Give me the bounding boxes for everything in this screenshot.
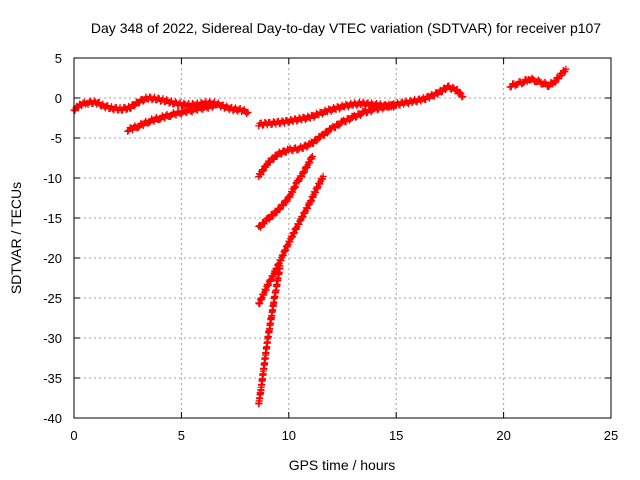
data-point — [291, 183, 299, 191]
data-series — [124, 101, 218, 135]
y-tick-label: -30 — [43, 331, 62, 346]
data-point — [308, 152, 316, 160]
data-point — [319, 172, 327, 180]
data-point — [289, 188, 297, 196]
data-point — [145, 119, 153, 127]
data-point — [134, 123, 142, 131]
data-point — [257, 171, 265, 179]
data-series — [506, 65, 570, 91]
data-point — [130, 102, 138, 110]
x-axis-label: GPS time / hours — [289, 457, 396, 473]
data-point — [139, 97, 147, 105]
data-point — [291, 184, 299, 192]
data-point — [298, 173, 306, 181]
data-point — [243, 109, 251, 117]
y-tick-label: 0 — [55, 91, 62, 106]
y-tick-label: -40 — [43, 411, 62, 426]
y-tick-label: -35 — [43, 371, 62, 386]
data-point — [459, 92, 467, 100]
x-tick-label: 5 — [178, 428, 185, 443]
data-point — [301, 168, 309, 176]
data-point — [279, 202, 287, 210]
data-point — [304, 204, 312, 212]
x-tick-label: 20 — [496, 428, 510, 443]
data-point — [290, 230, 298, 238]
x-tick-label: 10 — [282, 428, 296, 443]
data-point — [269, 155, 277, 163]
data-point — [335, 122, 343, 130]
data-point — [301, 116, 309, 124]
data-point — [310, 113, 318, 121]
data-point — [210, 102, 218, 110]
axis-ticks: 0 5 10 15 20 25 5 0 -5 -10 -15 -20 -25 -30 -35 -40 — [43, 51, 618, 443]
data-point — [156, 115, 164, 123]
data-point — [392, 101, 400, 109]
grid — [74, 58, 611, 418]
data-point — [124, 127, 132, 135]
plot-frame — [73, 57, 612, 419]
data-point — [519, 79, 527, 87]
data-series — [255, 262, 284, 408]
data-point — [266, 276, 274, 284]
data-point — [265, 281, 273, 289]
y-tick-label: -15 — [43, 211, 62, 226]
data-point — [167, 112, 175, 120]
chart-title: Day 348 of 2022, Sidereal Day-to-day VTE… — [91, 20, 601, 36]
y-tick-label: 5 — [55, 51, 62, 66]
data-point — [282, 198, 290, 206]
x-tick-label: 15 — [389, 428, 403, 443]
data-point — [295, 221, 303, 229]
data-point — [545, 83, 553, 91]
data-point — [303, 143, 311, 151]
data-point — [259, 167, 267, 175]
data-point — [300, 208, 308, 216]
y-tick-label: -10 — [43, 171, 62, 186]
data-point — [331, 123, 339, 131]
data-point — [300, 169, 308, 177]
data-series — [70, 93, 252, 117]
data-point — [528, 74, 536, 82]
data-point — [285, 192, 293, 200]
data-point — [283, 197, 291, 205]
data-point — [449, 83, 457, 91]
y-tick-label: -25 — [43, 291, 62, 306]
data-point — [313, 137, 321, 145]
data-point — [208, 103, 216, 111]
x-tick-label: 0 — [70, 428, 77, 443]
data-series — [255, 152, 316, 231]
data-series — [255, 172, 327, 308]
data-series — [255, 82, 467, 130]
data-point — [298, 214, 306, 222]
data-point — [346, 116, 354, 124]
data-point — [562, 65, 570, 73]
x-tick-label: 25 — [604, 428, 618, 443]
data-point — [323, 129, 331, 137]
y-tick-label: -5 — [50, 131, 62, 146]
data-point — [264, 282, 272, 290]
data-point — [163, 96, 171, 104]
data-point — [456, 88, 464, 96]
y-axis-label: SDTVAR / TECUs — [8, 182, 24, 294]
data-point — [276, 262, 284, 270]
data-series — [255, 101, 400, 181]
data-points — [70, 65, 570, 408]
data-point — [244, 108, 252, 116]
data-point — [292, 224, 300, 232]
y-tick-label: -20 — [43, 251, 62, 266]
